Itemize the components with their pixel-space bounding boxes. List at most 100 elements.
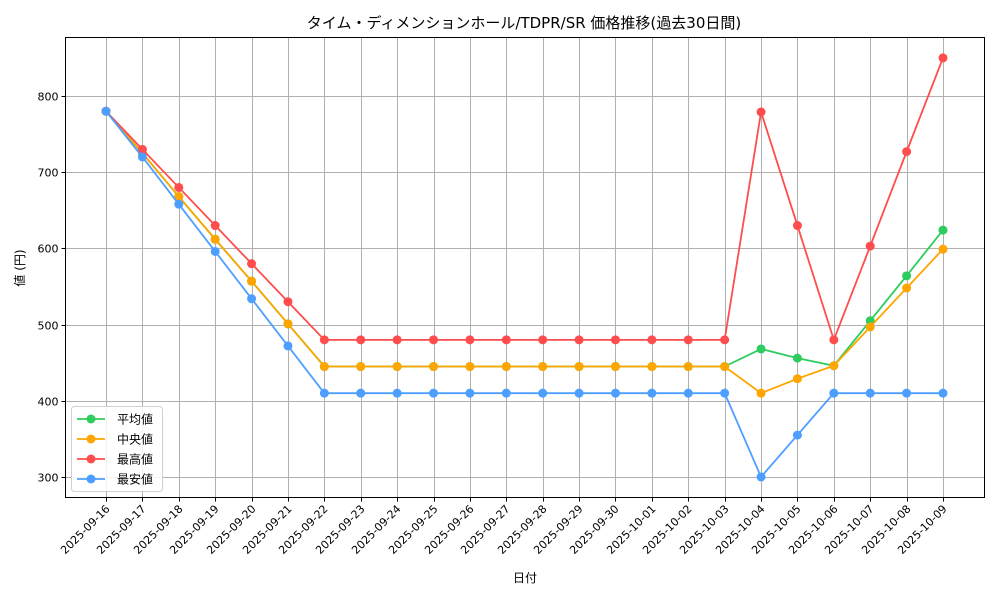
data-point (865, 322, 875, 332)
data-point (647, 335, 657, 345)
data-point (683, 335, 693, 345)
data-point (538, 362, 548, 372)
data-point (683, 362, 693, 372)
y-tick-label: 300 (38, 472, 59, 485)
data-point (465, 388, 475, 398)
y-axis-label: 値 (円) (12, 249, 27, 286)
data-point (137, 144, 147, 154)
data-point (610, 388, 620, 398)
data-point (902, 271, 912, 281)
data-point (247, 294, 257, 304)
data-point (283, 319, 293, 329)
data-point (792, 374, 802, 384)
legend-item: 中央値 (77, 432, 153, 447)
legend-label: 平均値 (117, 412, 153, 427)
data-point (865, 241, 875, 251)
data-point (538, 388, 548, 398)
plot-frame (65, 37, 985, 498)
data-point (319, 335, 329, 345)
data-point (283, 341, 293, 351)
data-point (247, 276, 257, 286)
data-point (501, 362, 511, 372)
data-point (829, 388, 839, 398)
data-point (756, 107, 766, 117)
y-tick-label: 500 (38, 320, 59, 333)
data-point (319, 388, 329, 398)
data-point (756, 344, 766, 354)
data-point (174, 192, 184, 202)
data-point (938, 53, 948, 63)
series-中央値 (101, 106, 948, 398)
data-point (247, 259, 257, 269)
data-point (610, 335, 620, 345)
data-point (902, 388, 912, 398)
data-point (792, 430, 802, 440)
legend-marker-icon (86, 434, 96, 444)
data-point (756, 388, 766, 398)
data-point (720, 388, 730, 398)
data-point (501, 335, 511, 345)
legend-marker-icon (86, 474, 96, 484)
data-point (174, 182, 184, 192)
y-tick-label: 400 (38, 396, 59, 409)
data-point (210, 221, 220, 231)
data-point (465, 362, 475, 372)
data-point (574, 335, 584, 345)
data-point (174, 199, 184, 209)
chart-title: タイム・ディメンションホール/TDPR/SR 価格推移(過去30日間) (307, 14, 741, 32)
data-point (392, 388, 402, 398)
data-point (792, 353, 802, 363)
data-point (283, 297, 293, 307)
data-point (429, 388, 439, 398)
data-point (610, 362, 620, 372)
legend-item: 最高値 (77, 452, 153, 467)
data-point (938, 244, 948, 254)
data-point (865, 388, 875, 398)
data-point (792, 221, 802, 231)
y-tick-label: 700 (38, 167, 59, 180)
data-point (720, 362, 730, 372)
data-point (902, 283, 912, 293)
legend-item: 平均値 (77, 412, 153, 427)
series-最高値 (101, 53, 948, 345)
data-point (938, 225, 948, 235)
data-point (829, 335, 839, 345)
data-point (210, 246, 220, 256)
data-point (574, 362, 584, 372)
data-point (501, 388, 511, 398)
data-point (392, 335, 402, 345)
legend-marker-icon (86, 454, 96, 464)
data-point (101, 106, 111, 116)
data-point (356, 335, 366, 345)
data-point (938, 388, 948, 398)
data-point (356, 362, 366, 372)
data-point (647, 362, 657, 372)
y-tick-label: 600 (38, 243, 59, 256)
data-point (574, 388, 584, 398)
data-point (210, 234, 220, 244)
y-axis-ticks: 300 400 500 600 700 800 (38, 91, 66, 485)
x-axis-label: 日付 (513, 571, 537, 585)
legend-label: 最安値 (117, 472, 153, 487)
y-tick-label: 800 (38, 91, 59, 104)
legend-label: 中央値 (117, 432, 153, 447)
data-point (756, 472, 766, 482)
series-最安値 (101, 106, 948, 482)
data-point (356, 388, 366, 398)
legend-label: 最高値 (117, 452, 153, 467)
legend-item: 最安値 (77, 472, 153, 487)
data-point (720, 335, 730, 345)
data-point (647, 388, 657, 398)
data-point (429, 362, 439, 372)
data-point (538, 335, 548, 345)
legend-marker-icon (86, 414, 96, 424)
data-point (319, 362, 329, 372)
data-series (101, 53, 948, 482)
data-point (683, 388, 693, 398)
data-point (465, 335, 475, 345)
data-point (829, 361, 839, 371)
data-point (137, 152, 147, 162)
x-axis-ticks: 2025-09-162025-09-172025-09-182025-09-19… (58, 497, 950, 557)
